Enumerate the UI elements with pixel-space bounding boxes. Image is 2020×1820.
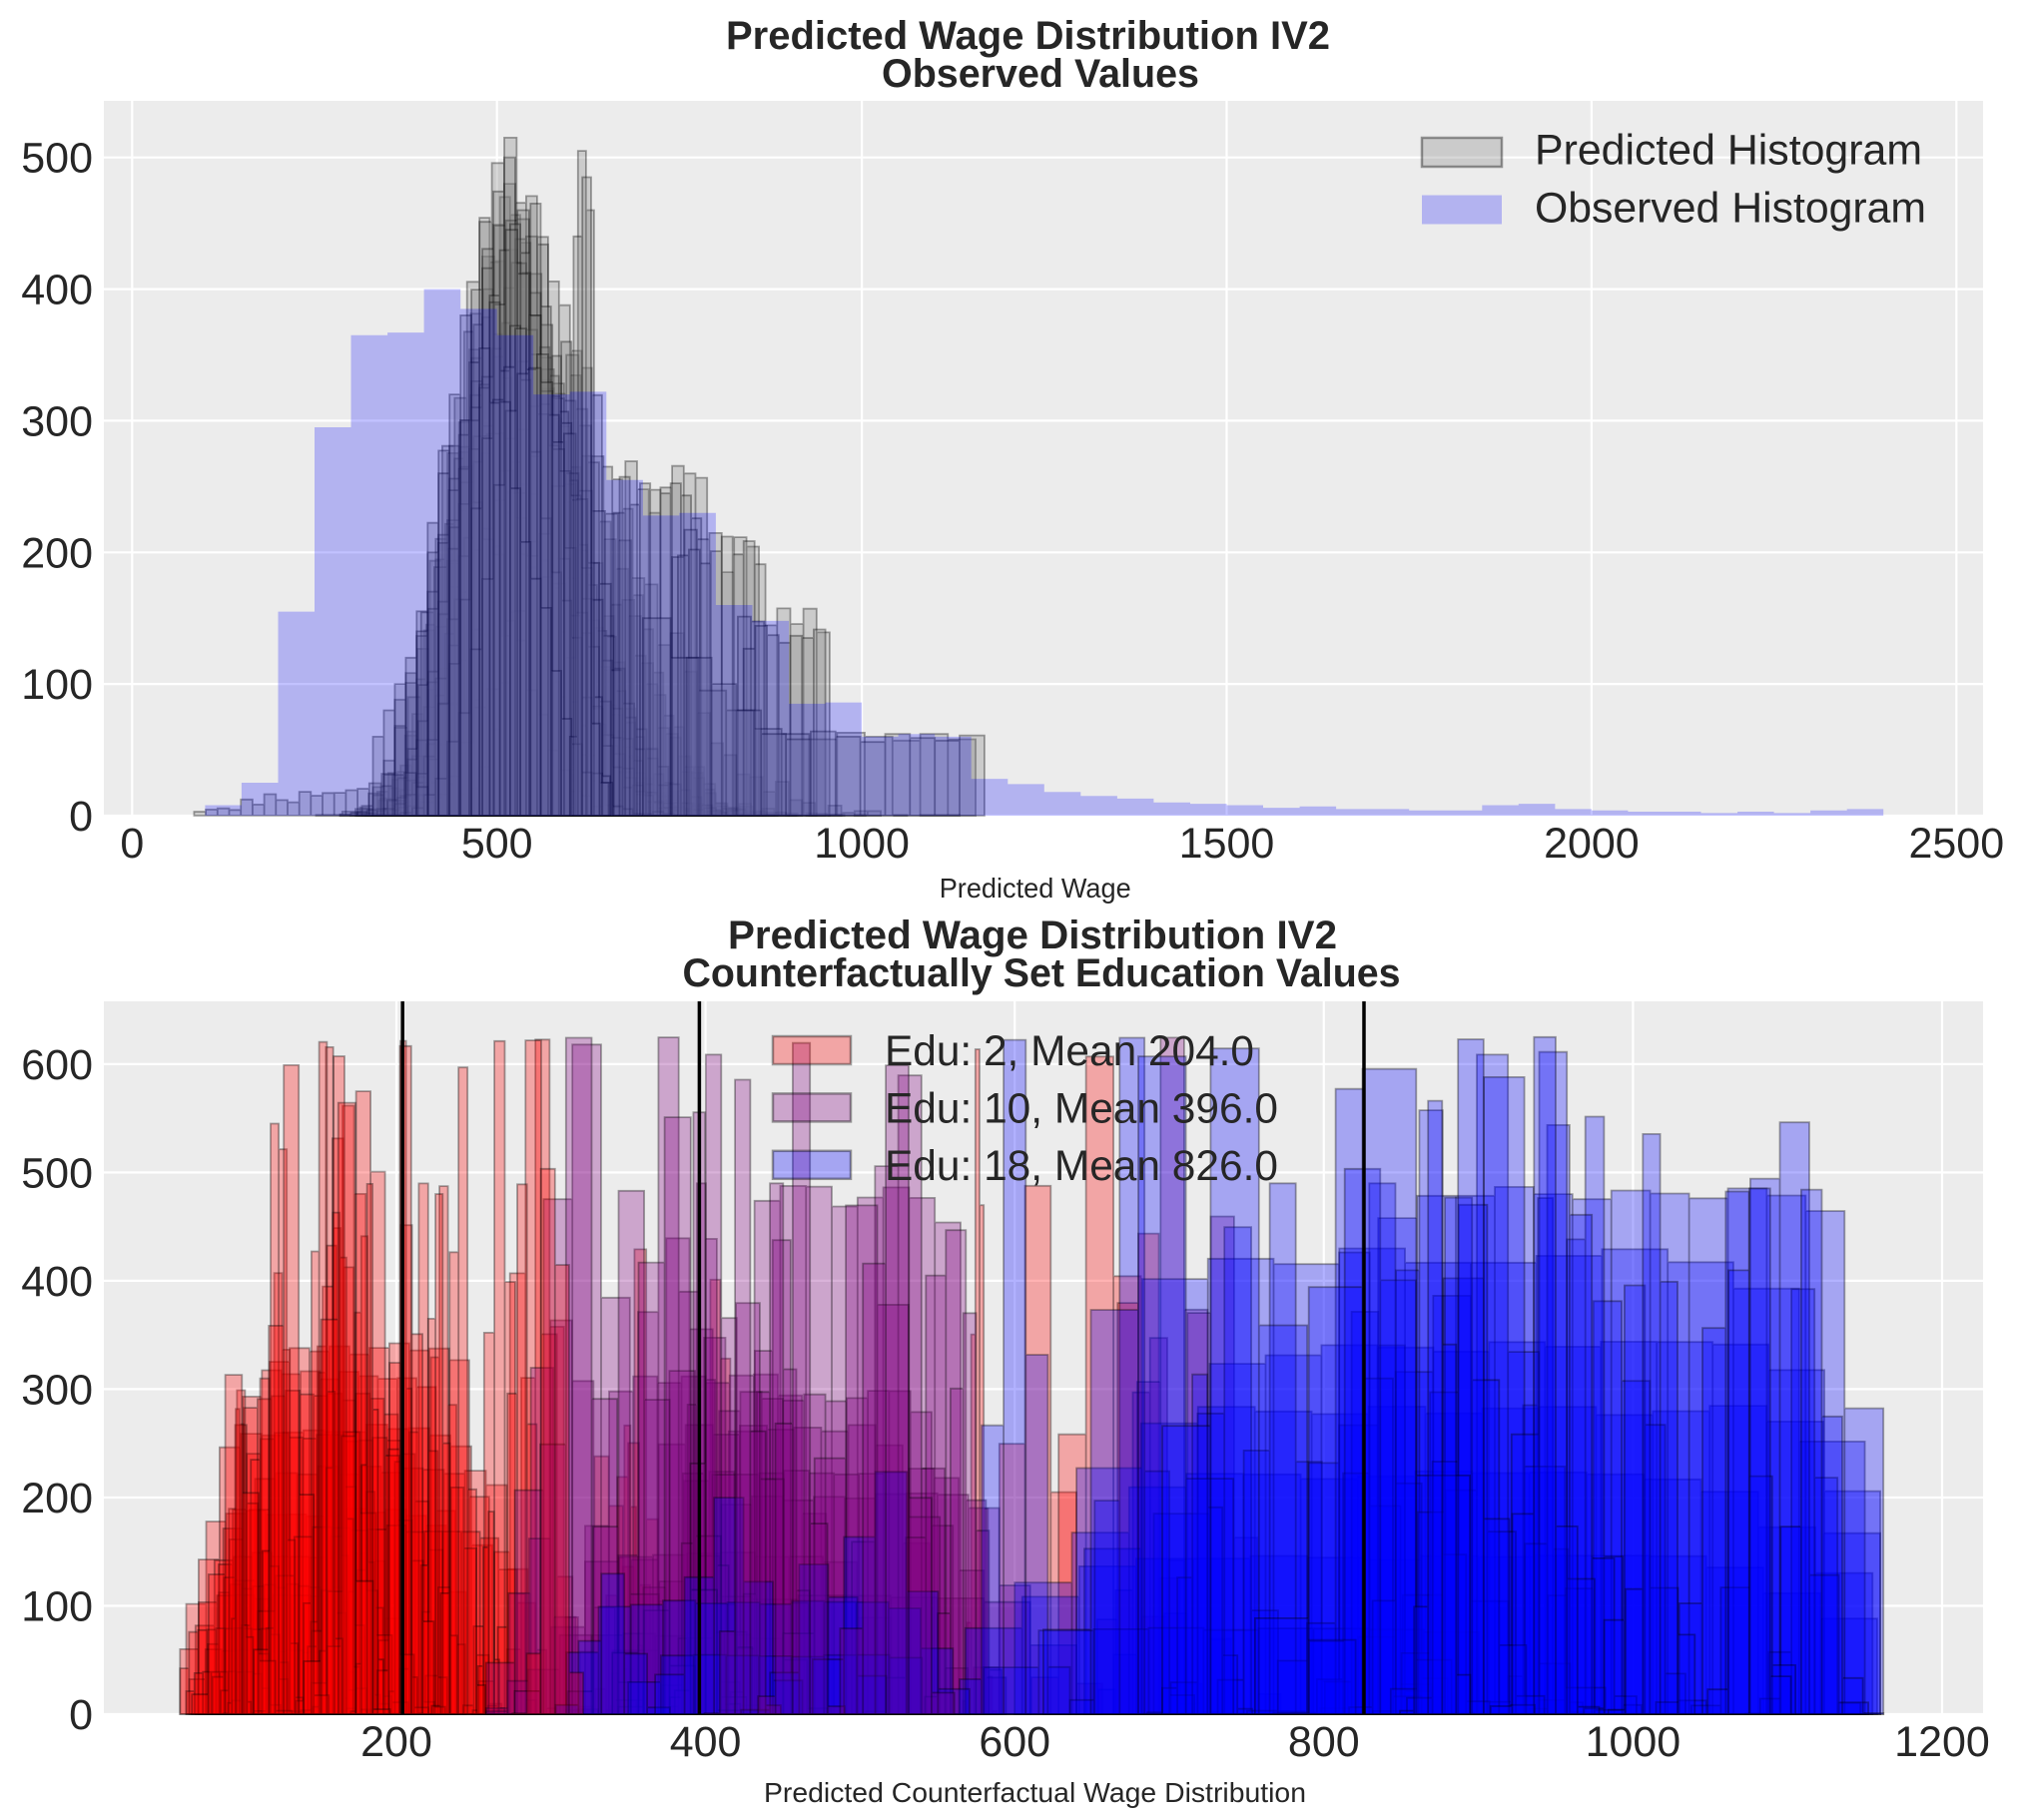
svg-text:400: 400 xyxy=(670,1718,742,1766)
svg-text:0: 0 xyxy=(69,793,93,841)
svg-text:2000: 2000 xyxy=(1544,820,1640,868)
svg-text:500: 500 xyxy=(461,820,533,868)
svg-text:Predicted Wage Distribution IV: Predicted Wage Distribution IV2 xyxy=(728,913,1337,957)
svg-text:Predicted Wage Distribution IV: Predicted Wage Distribution IV2 xyxy=(726,14,1330,58)
svg-text:2500: 2500 xyxy=(1908,820,2004,868)
svg-text:400: 400 xyxy=(21,267,93,314)
svg-text:300: 300 xyxy=(21,397,93,445)
svg-text:1200: 1200 xyxy=(1894,1718,1990,1766)
svg-text:1500: 1500 xyxy=(1179,820,1275,868)
svg-text:Predicted Wage: Predicted Wage xyxy=(940,873,1131,904)
svg-text:200: 200 xyxy=(21,1475,93,1522)
svg-text:500: 500 xyxy=(21,1149,93,1197)
svg-text:Predicted Counterfactual Wage: Predicted Counterfactual Wage Distributi… xyxy=(764,1777,1306,1808)
svg-text:0: 0 xyxy=(120,820,144,868)
svg-text:100: 100 xyxy=(21,1583,93,1631)
svg-text:1000: 1000 xyxy=(1586,1718,1682,1766)
svg-text:200: 200 xyxy=(21,529,93,577)
svg-text:300: 300 xyxy=(21,1366,93,1414)
svg-text:1000: 1000 xyxy=(814,820,910,868)
svg-text:Predicted Histogram: Predicted Histogram xyxy=(1535,127,1922,175)
svg-text:100: 100 xyxy=(21,661,93,709)
svg-text:Observed Histogram: Observed Histogram xyxy=(1535,185,1926,233)
svg-text:400: 400 xyxy=(21,1258,93,1306)
svg-text:800: 800 xyxy=(1288,1718,1360,1766)
svg-text:500: 500 xyxy=(21,135,93,183)
svg-text:600: 600 xyxy=(21,1041,93,1089)
svg-text:600: 600 xyxy=(979,1718,1050,1766)
svg-text:0: 0 xyxy=(69,1691,93,1739)
svg-text:200: 200 xyxy=(360,1718,432,1766)
svg-text:Edu: 2, Mean 204.0: Edu: 2, Mean 204.0 xyxy=(885,1027,1254,1075)
svg-text:Edu: 10, Mean 396.0: Edu: 10, Mean 396.0 xyxy=(885,1085,1278,1133)
svg-text:Counterfactually Set Education: Counterfactually Set Education Values xyxy=(683,951,1401,995)
svg-text:Observed Values: Observed Values xyxy=(882,52,1199,96)
svg-text:Edu: 18, Mean 826.0: Edu: 18, Mean 826.0 xyxy=(885,1142,1278,1190)
